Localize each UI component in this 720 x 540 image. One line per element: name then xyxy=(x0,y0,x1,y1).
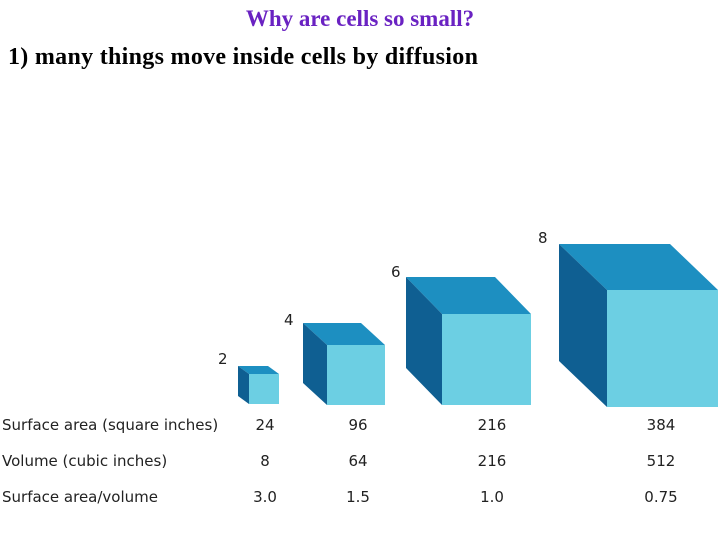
cube-6-edge-label: 6 xyxy=(391,263,401,281)
cube-4-side xyxy=(303,323,327,405)
cell-surface-area-3: 216 xyxy=(477,416,507,434)
cube-6 xyxy=(406,277,531,405)
cube-6-side xyxy=(406,277,442,405)
cell-ratio-2: 1.5 xyxy=(346,488,370,506)
cube-8-front xyxy=(607,290,718,407)
cube-8-edge-label: 8 xyxy=(538,229,548,247)
cube-2 xyxy=(238,366,279,404)
cell-ratio-4: 0.75 xyxy=(644,488,678,506)
cell-volume-2: 64 xyxy=(348,452,368,470)
cube-6-top xyxy=(406,277,531,314)
cube-2-top xyxy=(238,366,279,374)
cell-ratio-3: 1.0 xyxy=(480,488,504,506)
cell-volume-1: 8 xyxy=(260,452,270,470)
cube-2-front xyxy=(249,374,279,404)
cube-6-front xyxy=(442,314,531,405)
cube-8 xyxy=(559,244,718,407)
cube-8-top xyxy=(559,244,718,290)
cube-4-front xyxy=(327,345,385,405)
cell-surface-area-2: 96 xyxy=(348,416,368,434)
row-label-ratio: Surface area/volume xyxy=(2,488,158,506)
cube-4 xyxy=(303,323,385,405)
cube-2-side xyxy=(238,366,249,404)
row-label-volume: Volume (cubic inches) xyxy=(2,452,168,470)
cell-volume-3: 216 xyxy=(477,452,507,470)
cell-volume-4: 512 xyxy=(646,452,676,470)
cell-surface-area-1: 24 xyxy=(255,416,275,434)
cell-ratio-1: 3.0 xyxy=(253,488,277,506)
row-label-surface-area: Surface area (square inches) xyxy=(2,416,219,434)
page-subtitle: 1) many things move inside cells by diff… xyxy=(8,44,479,70)
cube-2-edge-label: 2 xyxy=(218,350,228,368)
cube-8-side xyxy=(559,244,607,407)
page-title: Why are cells so small? xyxy=(245,6,475,31)
cube-4-top xyxy=(303,323,385,345)
cell-surface-area-4: 384 xyxy=(646,416,676,434)
cube-4-edge-label: 4 xyxy=(284,311,294,329)
